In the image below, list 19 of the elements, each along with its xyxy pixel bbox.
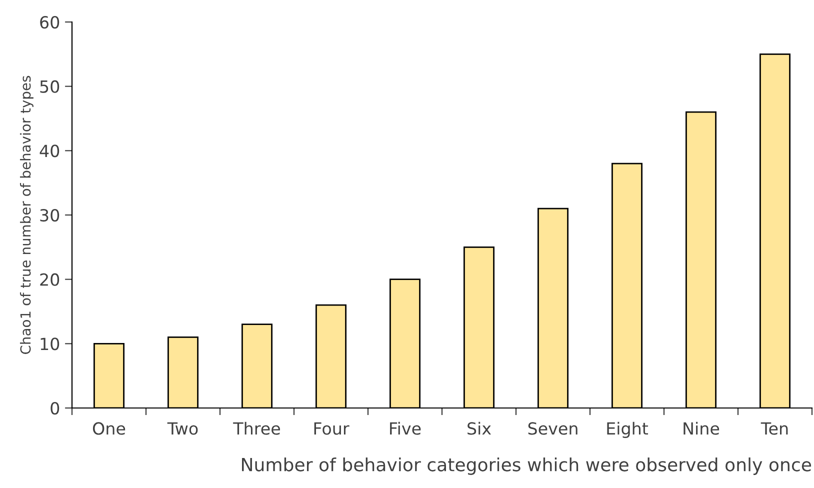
- x-tick-label: Five: [390, 422, 421, 435]
- x-tick-label: Ten: [760, 422, 788, 435]
- x-tick-label: Nine: [684, 422, 720, 435]
- y-axis-title: Chao1 of true number of behavior types: [20, 76, 34, 354]
- x-tick-label: Six: [468, 422, 491, 435]
- x-tick-label: Four: [314, 422, 350, 435]
- y-tick-label: 60: [40, 16, 60, 29]
- x-axis-title: Number of behavior categories which were observed only once: [242, 457, 812, 475]
- y-tick-label: 30: [40, 208, 60, 222]
- x-tick-label: Eight: [607, 422, 648, 438]
- y-tick-label: 50: [40, 80, 60, 93]
- y-tick-label: 40: [40, 144, 60, 158]
- x-tick-label: Two: [167, 422, 198, 435]
- x-tick-label: One: [92, 422, 126, 435]
- x-tick-label: Three: [233, 422, 280, 435]
- y-tick-label: 0: [50, 402, 60, 415]
- x-tick-label: Seven: [528, 422, 578, 435]
- y-tick-label: 10: [40, 338, 60, 350]
- y-tick-label: 20: [40, 273, 60, 286]
